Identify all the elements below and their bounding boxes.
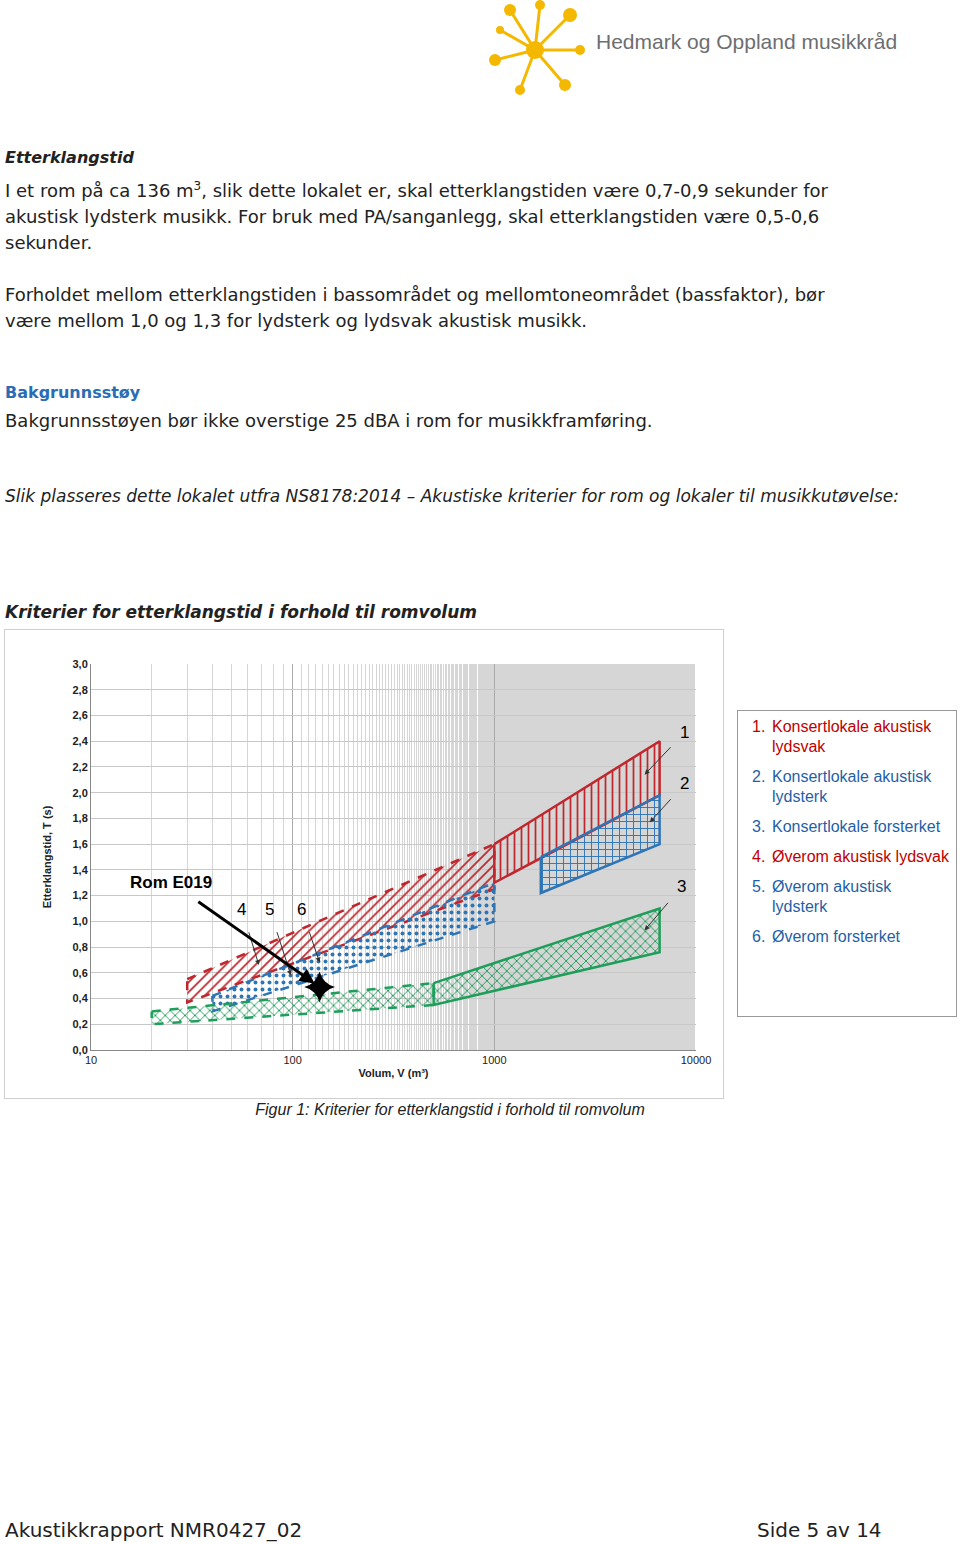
html-text:Forholdet mellom etterklangsti: Forholdet mellom etterklangstiden i bass… xyxy=(5,284,825,331)
html-text:Konsertlokale forsterket: Konsertlokale forsterket xyxy=(772,818,941,835)
html-text:3.: 3. xyxy=(752,818,766,835)
html-text:1.: 1. xyxy=(752,718,766,735)
html-text:Øverom akustisk lydsterk: Øverom akustisk lydsterk xyxy=(772,878,892,915)
svg-text:Etterklangstid, T (s): Etterklangstid, T (s) xyxy=(41,805,53,908)
svg-text:2: 2 xyxy=(680,774,689,793)
svg-text:2,4: 2,4 xyxy=(73,735,89,747)
html-text:Etterklangstid: Etterklangstid xyxy=(5,148,134,167)
svg-text:0,0: 0,0 xyxy=(73,1044,88,1056)
svg-text:0,8: 0,8 xyxy=(73,941,88,953)
svg-text:0,6: 0,6 xyxy=(73,967,88,979)
svg-text:2,6: 2,6 xyxy=(73,709,88,721)
svg-text:1,4: 1,4 xyxy=(73,864,89,876)
html-text:Figur 1: Kriterier for etterkl: Figur 1: Kriterier for etterklangstid i … xyxy=(255,1101,645,1118)
html-text:4.: 4. xyxy=(752,848,766,865)
html-text:Øverom akustisk lydsvak: Øverom akustisk lydsvak xyxy=(772,848,949,865)
svg-text:1,2: 1,2 xyxy=(73,889,88,901)
svg-text:0,2: 0,2 xyxy=(73,1018,88,1030)
html-text:Øverom forsterket: Øverom forsterket xyxy=(772,928,900,945)
html-text:Konsertlokale akustisk lydsvak: Konsertlokale akustisk lydsvak xyxy=(772,718,932,755)
html-text:5.: 5. xyxy=(752,878,766,895)
svg-text:0,4: 0,4 xyxy=(73,992,89,1004)
html-text:Bakgrunnsstøyen bør ikke overs: Bakgrunnsstøyen bør ikke overstige 25 dB… xyxy=(5,410,653,431)
html-text:Akustikkrapport NMR0427_02: Akustikkrapport NMR0427_02 xyxy=(5,1518,303,1542)
svg-text:1,0: 1,0 xyxy=(73,915,88,927)
svg-text:1,6: 1,6 xyxy=(73,838,88,850)
svg-text:3,0: 3,0 xyxy=(73,658,88,670)
html-text:Konsertlokale akustisk lydster: Konsertlokale akustisk lydsterk xyxy=(772,768,932,805)
svg-text:10: 10 xyxy=(85,1054,97,1066)
html-text:I et rom på ca 136 m3, slik de: I et rom på ca 136 m3, slik dette lokale… xyxy=(5,179,828,253)
svg-text:1000: 1000 xyxy=(482,1054,506,1066)
html-text:2.: 2. xyxy=(752,768,766,785)
svg-text:1: 1 xyxy=(680,723,689,742)
svg-text:Rom E019: Rom E019 xyxy=(130,873,212,892)
html-text:Slik plasseres dette lokalet u: Slik plasseres dette lokalet utfra NS817… xyxy=(5,486,899,506)
svg-text:10000: 10000 xyxy=(681,1054,712,1066)
svg-text:6: 6 xyxy=(297,900,306,919)
svg-text:100: 100 xyxy=(283,1054,301,1066)
svg-text:2,0: 2,0 xyxy=(73,787,88,799)
svg-text:Volum, V (m³): Volum, V (m³) xyxy=(358,1067,428,1079)
svg-text:5: 5 xyxy=(265,900,274,919)
html-text:6.: 6. xyxy=(752,928,766,945)
html-text:Hedmark og Oppland musikkråd: Hedmark og Oppland musikkråd xyxy=(596,30,898,53)
svg-text:2,2: 2,2 xyxy=(73,761,88,773)
html-text:Kriterier for etterklangstid i: Kriterier for etterklangstid i forhold t… xyxy=(5,602,477,622)
svg-text:2,8: 2,8 xyxy=(73,684,88,696)
html-text:Bakgrunnsstøy: Bakgrunnsstøy xyxy=(5,383,141,402)
svg-text:3: 3 xyxy=(677,877,686,896)
html-text:Side 5 av 14: Side 5 av 14 xyxy=(757,1518,882,1542)
svg-text:1,8: 1,8 xyxy=(73,812,88,824)
svg-text:4: 4 xyxy=(237,900,246,919)
